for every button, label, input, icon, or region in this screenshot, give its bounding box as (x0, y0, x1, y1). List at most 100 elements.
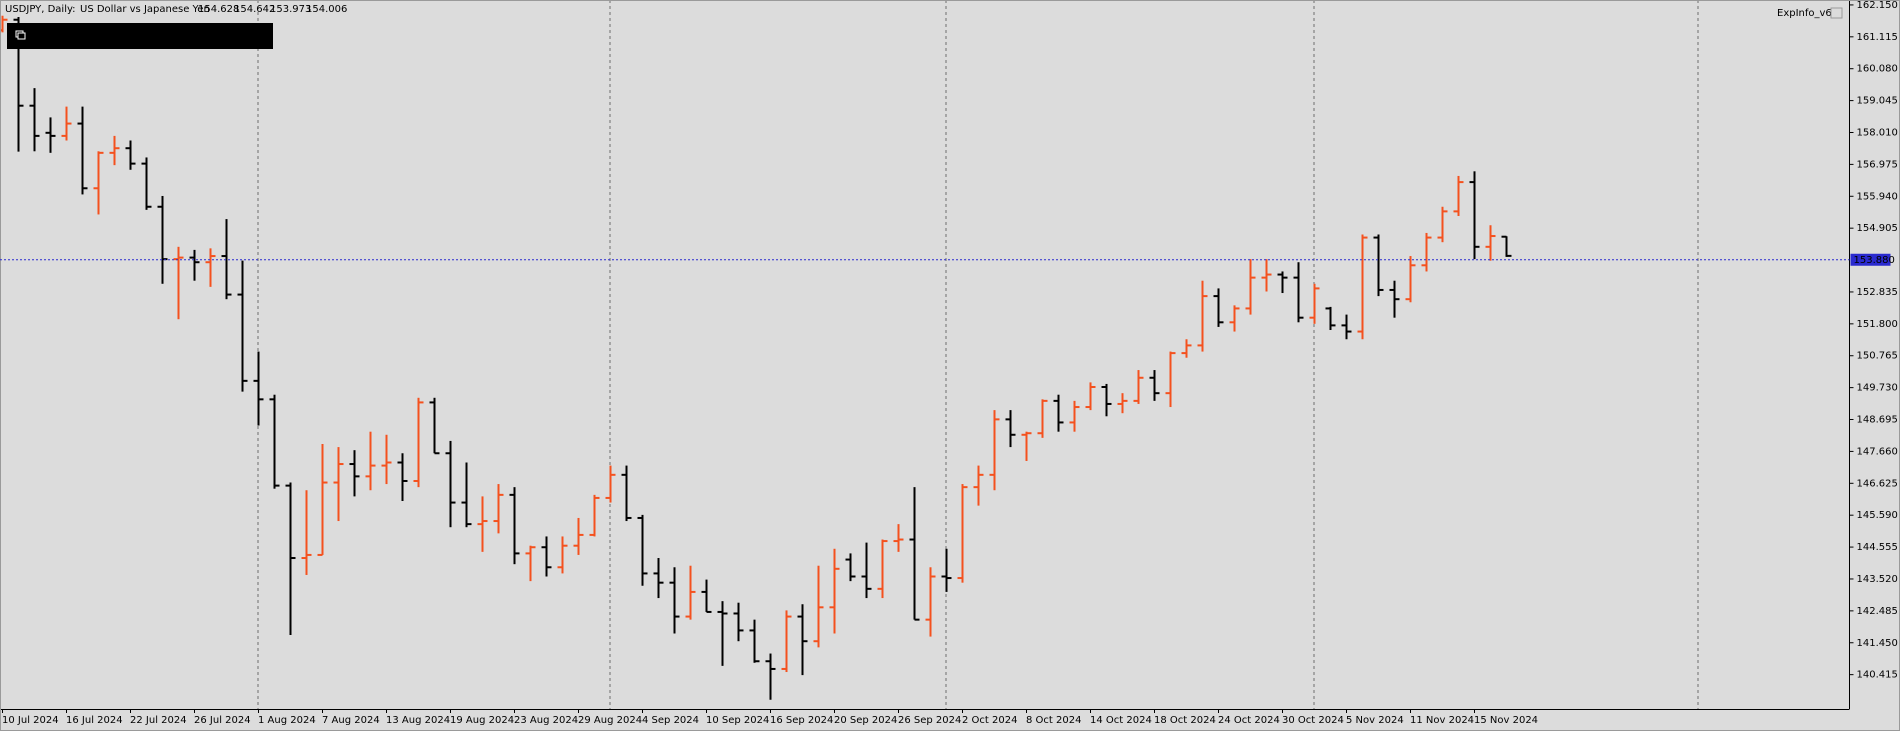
ohlc-bar (125, 140, 136, 170)
ohlc-bar (221, 219, 232, 300)
ohlc-bar (557, 536, 568, 574)
ohlc-bar (941, 548, 952, 592)
x-tick-label: 13 Aug 2024 (386, 715, 450, 726)
indicator-icon[interactable] (1830, 7, 1843, 19)
ohlc-bar (61, 106, 72, 141)
ohlc-bar (1437, 206, 1448, 243)
ohlc-bar (925, 567, 936, 637)
ohlc-bar (29, 88, 40, 152)
ohlc-bar (1069, 400, 1080, 432)
ohlc-bar (1485, 225, 1496, 261)
ohlc-bar (1117, 393, 1128, 414)
ohlc-bar (189, 249, 200, 281)
symbol-description: US Dollar vs Japanese Yen (80, 4, 210, 15)
ohlc-bar (573, 517, 584, 555)
y-tick-label: 151.800 (1857, 319, 1898, 330)
y-tick-label: 141.450 (1857, 638, 1898, 649)
ohlc-bar (973, 465, 984, 506)
x-tick-label: 10 Jul 2024 (2, 715, 59, 726)
x-tick-label: 19 Aug 2024 (450, 715, 514, 726)
y-tick-label: 145.590 (1857, 510, 1898, 521)
low-value: 153.973 (270, 4, 311, 15)
current-price-box (1850, 253, 1891, 266)
x-tick-label: 26 Jul 2024 (194, 715, 251, 726)
ohlc-bar (669, 567, 680, 634)
ohlc-bar (1261, 259, 1272, 292)
ohlc-bar (1501, 235, 1512, 257)
ohlc-bar (1021, 431, 1032, 461)
ohlc-bar (989, 410, 1000, 491)
x-tick-label: 10 Sep 2024 (706, 715, 769, 726)
ohlc-bar (845, 553, 856, 582)
ohlc-bar (1277, 271, 1288, 294)
ohlc-bar (1373, 234, 1384, 297)
ohlc-bar (621, 465, 632, 522)
ohlc-bar (589, 494, 600, 537)
x-tick-label: 29 Aug 2024 (578, 715, 642, 726)
ohlc-bar (397, 453, 408, 502)
ohlc-bar (1005, 410, 1016, 448)
trade-panel-box[interactable] (7, 23, 273, 49)
ohlc-bar (509, 487, 520, 565)
ohlc-bar (637, 514, 648, 586)
x-tick-label: 30 Oct 2024 (1282, 715, 1344, 726)
bars (0, 15, 1512, 700)
ohlc-bar (829, 548, 840, 634)
close-value: 154.006 (306, 4, 347, 15)
ohlc-bar (1053, 394, 1064, 432)
ohlc-bar (733, 602, 744, 642)
ohlc-bar (301, 490, 312, 575)
x-tick-label: 26 Sep 2024 (898, 715, 961, 726)
ohlc-bar (1341, 314, 1352, 340)
y-tick-label: 150.765 (1857, 351, 1898, 362)
x-tick-label: 16 Jul 2024 (66, 715, 123, 726)
ohlc-bar (877, 539, 888, 599)
x-tick-label: 15 Nov 2024 (1474, 715, 1538, 726)
ohlc-bar (413, 397, 424, 488)
ohlc-bar (1037, 399, 1048, 438)
x-tick-label: 20 Sep 2024 (834, 715, 897, 726)
x-tick-label: 11 Nov 2024 (1410, 715, 1474, 726)
y-tick-label: 156.975 (1857, 159, 1898, 170)
y-tick-label: 144.555 (1857, 542, 1898, 553)
chart-header: USDJPY, Daily: US Dollar vs Japanese Yen… (5, 4, 347, 15)
ohlc-bar (1133, 370, 1144, 404)
ohlc-bar (269, 394, 280, 489)
ohlc-bar (1469, 171, 1480, 260)
y-tick-label: 160.080 (1857, 64, 1898, 75)
ohlc-bar (605, 465, 616, 503)
ohlc-bar (173, 246, 184, 320)
ohlc-bar (749, 619, 760, 663)
y-tick-label: 142.485 (1857, 606, 1898, 617)
x-tick-label: 23 Aug 2024 (514, 715, 578, 726)
ohlc-bar (1405, 256, 1416, 303)
ohlc-bar (0, 15, 8, 33)
x-tick-label: 2 Oct 2024 (962, 715, 1017, 726)
ohlc-bar (157, 195, 168, 284)
open-value: 154.628 (198, 4, 239, 15)
ohlc-bar (1229, 305, 1240, 332)
ohlc-bar (1197, 280, 1208, 352)
ohlc-bar (77, 106, 88, 195)
ohlc-bar (205, 248, 216, 287)
ohlc-bar (1453, 175, 1464, 216)
symbol-label: USDJPY, Daily: (5, 4, 76, 15)
panel-icon[interactable] (17, 32, 26, 40)
ohlc-bar (109, 135, 120, 166)
ohlc-bar (909, 487, 920, 621)
y-tick-label: 152.835 (1857, 287, 1898, 298)
high-value: 154.642 (234, 4, 275, 15)
x-tick-label: 4 Sep 2024 (642, 715, 699, 726)
y-tick-label: 148.695 (1857, 415, 1898, 426)
y-tick-label: 146.625 (1857, 478, 1898, 489)
ohlc-bar (1181, 339, 1192, 358)
ohlc-bar (477, 496, 488, 552)
trade-panel[interactable] (7, 23, 273, 49)
ohlc-bar (1165, 351, 1176, 408)
ohlc-bar (1309, 283, 1320, 324)
x-tick-label: 5 Nov 2024 (1346, 715, 1404, 726)
ohlc-bar (765, 653, 776, 700)
ohlc-bar (1421, 232, 1432, 272)
